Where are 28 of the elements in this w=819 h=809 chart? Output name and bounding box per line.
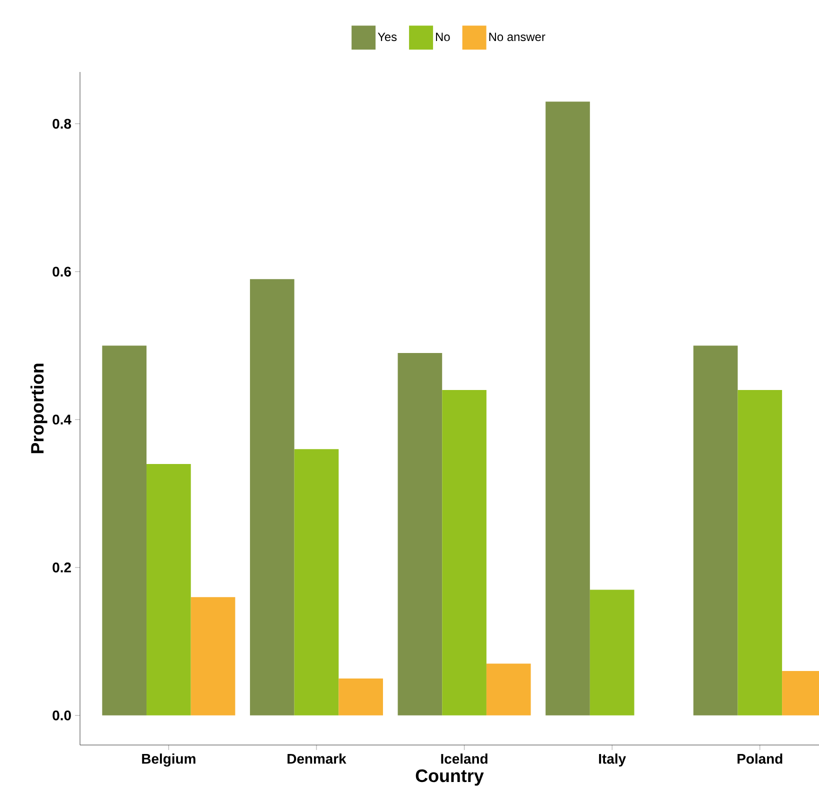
y-tick-label: 0.6: [52, 266, 71, 277]
bar: [190, 597, 236, 716]
bar: [442, 390, 486, 716]
x-tick-label: Iceland: [441, 754, 488, 764]
bar: [102, 346, 147, 716]
bar: [250, 279, 294, 716]
bar: [294, 449, 339, 716]
bar: [146, 464, 191, 716]
x-axis-title: Country: [416, 769, 484, 786]
x-tick-label: Poland: [738, 754, 782, 764]
legend-label: No answer: [489, 32, 546, 42]
bar: [693, 346, 738, 716]
y-tick-label: 0.8: [52, 118, 72, 129]
bar: [398, 353, 442, 716]
bar: [486, 664, 531, 716]
bar: [546, 102, 590, 716]
x-tick-label: Belgium: [142, 754, 196, 767]
legend-label: No: [436, 32, 450, 42]
bar: [738, 390, 782, 716]
y-tick-label: 0.4: [52, 414, 72, 425]
y-tick-label: 0.0: [52, 710, 71, 720]
bar: [338, 678, 383, 716]
y-tick-label: 0.2: [52, 562, 71, 572]
bar: [590, 590, 634, 716]
x-tick-label: Italy: [599, 754, 626, 767]
y-axis-title: Proportion: [30, 364, 48, 454]
legend-label: Yes: [378, 32, 397, 42]
x-tick-label: Denmark: [288, 754, 346, 764]
